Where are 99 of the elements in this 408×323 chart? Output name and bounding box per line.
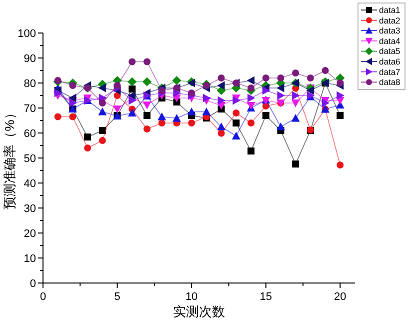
point <box>98 137 106 144</box>
point <box>262 86 270 95</box>
legend-label: data1 <box>379 5 401 15</box>
point <box>292 91 300 100</box>
point <box>172 76 182 86</box>
point <box>158 112 166 120</box>
point <box>128 86 136 92</box>
point <box>246 76 254 85</box>
point <box>248 148 254 154</box>
point <box>248 94 256 102</box>
point <box>98 127 106 134</box>
point <box>144 112 150 119</box>
point <box>142 77 152 86</box>
point <box>336 80 344 86</box>
point <box>188 120 196 126</box>
point <box>172 114 181 122</box>
point <box>128 108 136 116</box>
x-tick-label: 15 <box>260 291 272 303</box>
point <box>291 114 300 122</box>
point <box>336 162 344 168</box>
point <box>276 84 284 92</box>
x-tick-label: 0 <box>40 291 46 303</box>
point <box>248 84 254 92</box>
point <box>218 96 226 105</box>
point <box>202 108 211 116</box>
point <box>188 90 196 96</box>
y-tick-label: 40 <box>24 178 36 190</box>
point <box>218 74 225 82</box>
x-tick-label: 20 <box>334 291 346 303</box>
y-tick-label: 0 <box>30 278 36 290</box>
point <box>218 130 225 137</box>
legend-label: data3 <box>379 26 401 36</box>
point <box>69 113 76 120</box>
point <box>69 98 77 108</box>
point <box>128 91 136 100</box>
y-tick-label: 80 <box>24 78 36 90</box>
y-tick-label: 50 <box>24 153 36 165</box>
point <box>54 88 62 98</box>
point <box>144 126 150 132</box>
point <box>128 96 136 105</box>
point <box>54 77 62 84</box>
legend-label: data8 <box>379 77 401 88</box>
point <box>98 100 106 106</box>
point <box>173 88 181 98</box>
point <box>128 58 136 66</box>
point <box>232 96 240 105</box>
point <box>292 160 300 168</box>
point <box>69 82 76 89</box>
point <box>84 134 92 140</box>
legend-label: data4 <box>379 36 401 46</box>
y-tick-label: 30 <box>24 203 36 215</box>
point <box>262 74 270 82</box>
point <box>322 98 330 108</box>
y-tick-label: 70 <box>24 103 36 115</box>
point <box>217 122 226 130</box>
point <box>277 91 285 100</box>
y-tick-label: 10 <box>24 253 36 265</box>
point <box>322 67 329 74</box>
point <box>142 102 152 110</box>
point <box>158 87 166 94</box>
x-tick-label: 5 <box>114 291 120 303</box>
y-tick-label: 60 <box>24 128 36 140</box>
point <box>291 100 300 108</box>
point <box>306 86 314 95</box>
legend-label: data2 <box>379 15 401 26</box>
point <box>113 106 122 114</box>
legend-label: data6 <box>379 56 401 66</box>
y-tick-label: 20 <box>24 228 36 240</box>
point <box>277 74 284 82</box>
point <box>248 120 254 126</box>
point <box>128 77 137 86</box>
point <box>114 82 121 89</box>
point <box>336 91 344 100</box>
x-axis-title: 实测次数 <box>173 304 225 319</box>
point <box>202 82 210 89</box>
y-axis-title: 预测准确率（%） <box>2 106 17 210</box>
point <box>262 112 270 119</box>
point <box>98 84 106 92</box>
point <box>232 132 240 140</box>
point <box>98 108 107 116</box>
point <box>306 74 314 82</box>
legend-label: data5 <box>379 46 401 56</box>
y-tick-label: 90 <box>24 53 36 65</box>
point <box>158 120 166 126</box>
point <box>202 94 211 102</box>
x-tick-label: 10 <box>185 291 198 303</box>
legend-label: data7 <box>379 66 401 77</box>
point <box>84 144 92 152</box>
point <box>144 58 150 66</box>
point <box>68 94 76 102</box>
point <box>217 81 225 90</box>
point <box>276 122 285 130</box>
point <box>232 120 240 126</box>
y-tick-label: 100 <box>18 28 36 40</box>
point <box>232 110 240 116</box>
point <box>336 112 344 119</box>
point <box>187 108 196 116</box>
point <box>292 70 300 76</box>
point <box>54 113 62 120</box>
